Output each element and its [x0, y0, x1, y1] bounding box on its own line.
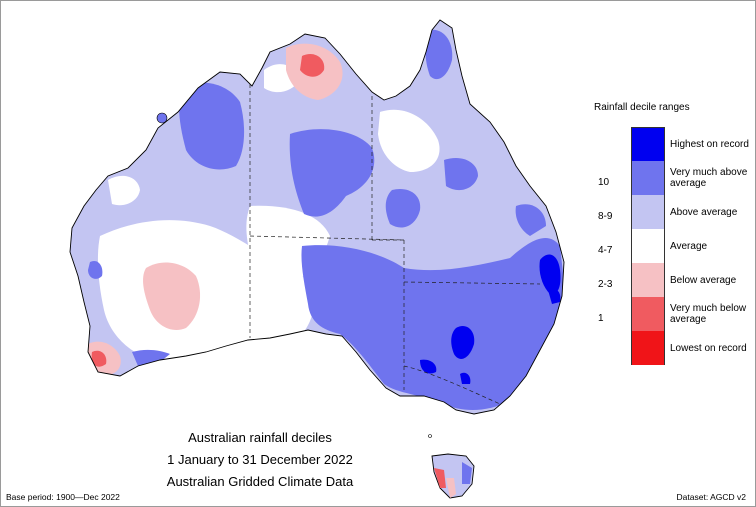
tasmania	[431, 453, 475, 499]
legend-swatch	[631, 297, 665, 331]
legend-row: Below average	[598, 263, 748, 297]
legend-swatch	[631, 127, 665, 161]
legend-tick: 10	[598, 177, 610, 188]
legend-label: Below average	[670, 274, 737, 286]
map-period: 1 January to 31 December 2022	[167, 452, 353, 467]
legend-label: Very much below average	[670, 303, 747, 325]
legend-tick: 4-7	[598, 245, 613, 256]
legend-label: Above average	[670, 206, 738, 218]
legend-row: Very much below average	[598, 297, 748, 331]
legend-row: Average	[598, 229, 748, 263]
map-dataset-name: Australian Gridded Climate Data	[166, 474, 354, 489]
legend-label: Very much above average	[670, 167, 748, 189]
legend-swatch	[631, 161, 665, 195]
legend-title: Rainfall decile ranges	[594, 102, 690, 113]
base-period: Base period: 1900—Dec 2022	[6, 492, 120, 502]
legend-row: Very much above average	[598, 161, 748, 195]
legend-row: Above average	[598, 195, 748, 229]
legend: Highest on record Very much above averag…	[598, 127, 749, 365]
legend-label: Lowest on record	[670, 342, 747, 354]
legend-row: Highest on record	[598, 127, 749, 161]
legend-tick: 1	[598, 313, 604, 324]
dataset-label: Dataset: AGCD v2	[676, 492, 746, 502]
legend-tick: 8-9	[598, 211, 613, 222]
legend-row: Lowest on record	[598, 331, 748, 365]
legend-swatch	[631, 229, 665, 263]
map-title: Australian rainfall deciles	[188, 430, 332, 445]
legend-label: Highest on record	[670, 138, 749, 150]
legend-swatch	[631, 331, 665, 365]
legend-tick: 2-3	[598, 279, 613, 290]
state-boundaries	[249, 84, 541, 405]
legend-swatch	[631, 263, 665, 297]
legend-label: Average	[670, 240, 708, 252]
legend-swatch	[631, 195, 665, 229]
